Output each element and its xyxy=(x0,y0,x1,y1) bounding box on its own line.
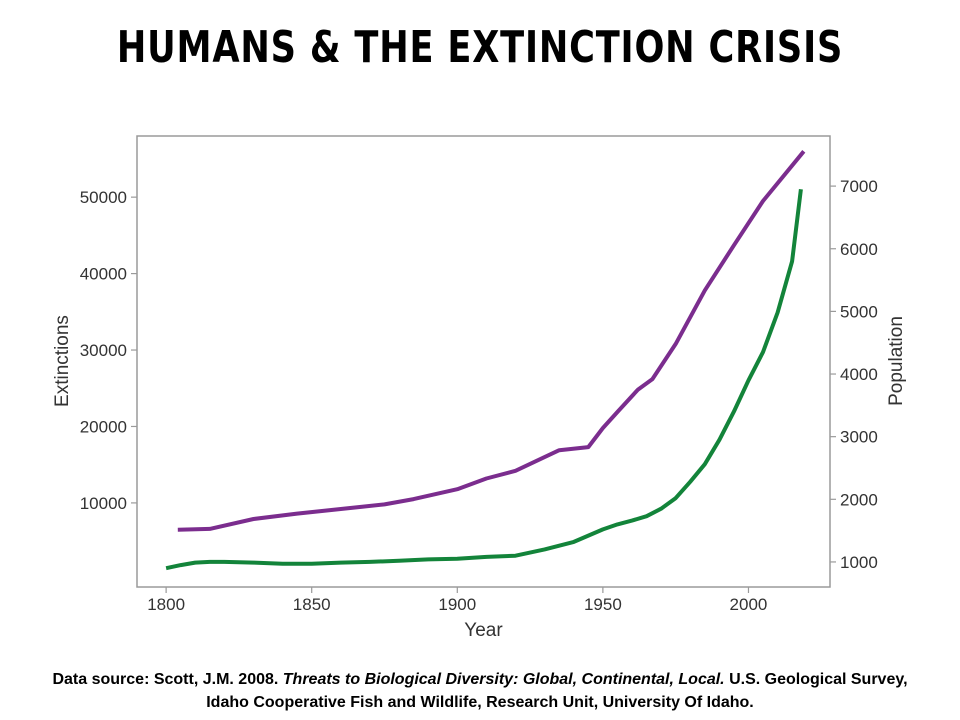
x-tick-label: 1950 xyxy=(584,595,622,614)
series-line-population xyxy=(165,188,803,571)
y-left-tick-label: 30000 xyxy=(80,341,127,360)
y-axis-label-right: Population xyxy=(886,316,907,406)
x-tick-label: 2000 xyxy=(730,595,768,614)
source-prefix: Data source: Scott, J.M. 2008. xyxy=(52,671,279,688)
y-axis-left: 10000 20000 30000 40000 50000 xyxy=(80,188,137,513)
y-right-tick-label: 2000 xyxy=(840,490,878,509)
source-book-title: Threats to Biological Diversity: Global,… xyxy=(282,671,725,688)
y-right-tick-label: 4000 xyxy=(840,365,878,384)
series-layer xyxy=(165,150,806,571)
x-tick-label: 1900 xyxy=(438,595,476,614)
y-right-tick-label: 6000 xyxy=(840,240,878,259)
source-line-2: Idaho Cooperative Fish and Wildlife, Res… xyxy=(206,694,754,711)
x-tick-label: 1800 xyxy=(147,595,185,614)
y-left-tick-label: 10000 xyxy=(80,494,127,513)
plot-frame xyxy=(136,135,831,588)
y-axis-label-left: Extinctions xyxy=(52,315,73,407)
series-line-extinctions xyxy=(177,150,806,532)
page-title: HUMANS & THE EXTINCTION CRISIS xyxy=(116,22,844,73)
x-axis-label: Year xyxy=(464,620,503,641)
y-right-tick-label: 7000 xyxy=(840,177,878,196)
source-line-1: Data source: Scott, J.M. 2008. Threats t… xyxy=(0,668,960,691)
y-left-tick-label: 50000 xyxy=(80,188,127,207)
x-axis: 1800 1850 1900 1950 2000 xyxy=(147,587,767,614)
y-right-tick-label: 1000 xyxy=(840,553,878,572)
y-right-tick-label: 3000 xyxy=(840,428,878,447)
y-axis-right: 1000 2000 3000 4000 5000 6000 7000 xyxy=(830,177,878,572)
y-right-tick-label: 5000 xyxy=(840,302,878,321)
chart: 1800 1850 1900 1950 2000 10000 20000 30000 4000… xyxy=(52,135,907,641)
y-left-tick-label: 40000 xyxy=(80,265,127,284)
y-left-tick-label: 20000 xyxy=(80,417,127,436)
data-source-note: Data source: Scott, J.M. 2008. Threats t… xyxy=(0,668,960,714)
source-publisher: U.S. Geological Survey, xyxy=(729,671,908,688)
x-tick-label: 1850 xyxy=(293,595,331,614)
